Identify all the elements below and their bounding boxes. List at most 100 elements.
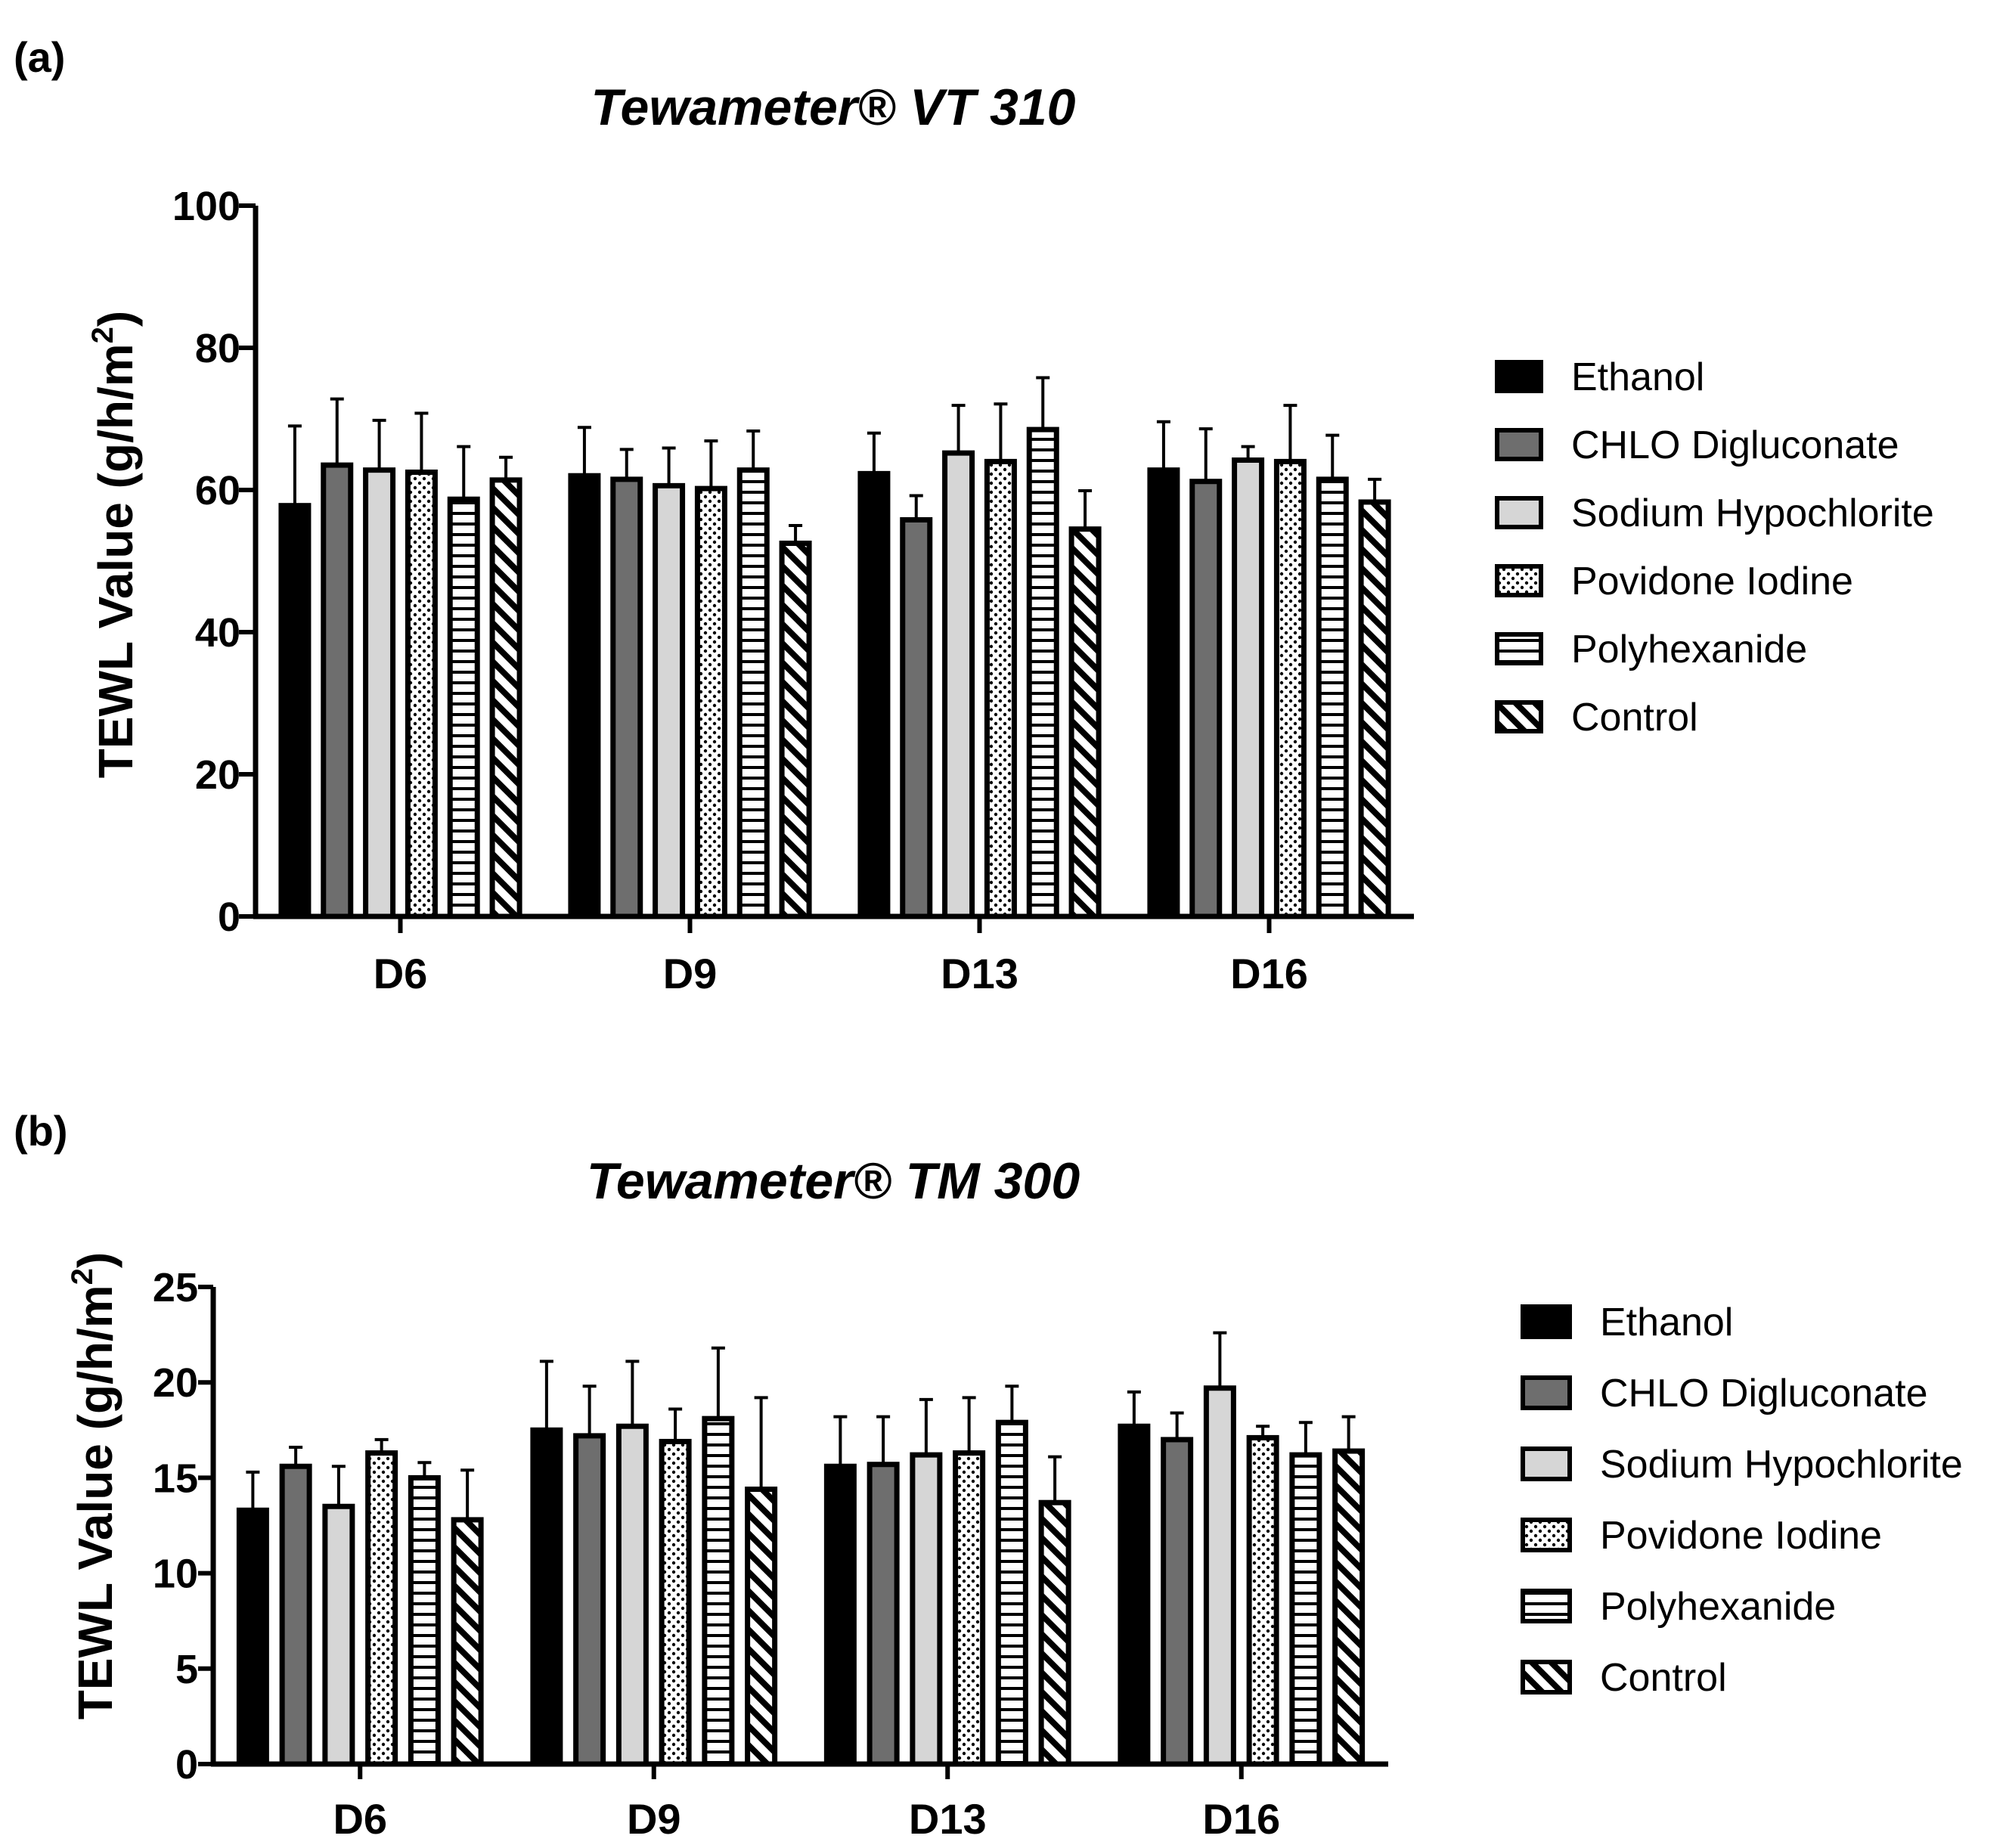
y-tick-label: 5 (175, 1647, 198, 1692)
bar-control-d16 (1332, 1448, 1366, 1767)
y-tick-label: 10 (153, 1552, 198, 1597)
x-categories: D6 D9 D13 D16 (333, 1764, 1280, 1843)
panel-b: (b) Tewameter® TM 300 TEWL Value (g/h/m2… (14, 1107, 1963, 1843)
bar-control-d9 (779, 541, 812, 919)
bar-control-d6 (489, 477, 522, 919)
bar-polyhexanide-d16 (1289, 1452, 1322, 1767)
bar-sodium-hypochlorite-d9 (615, 1423, 649, 1767)
legend-swatch (1521, 1660, 1572, 1695)
y-tick-label: 25 (153, 1265, 198, 1310)
x-category-label: D9 (663, 950, 718, 997)
bar-chlo-digluconate-d13 (867, 1462, 900, 1767)
legend-swatch (1521, 1589, 1572, 1623)
bar-polyhexanide-d6 (447, 496, 480, 919)
bar-povidone-iodine-d9 (694, 485, 727, 919)
bar-sodium-hypochlorite-d6 (322, 1503, 355, 1767)
y-axis-title: TEWL Value (g/h/m2) (86, 311, 143, 778)
legend-label: Control (1600, 1656, 1727, 1700)
bar-ethanol-d6 (236, 1507, 269, 1767)
legend: Ethanol CHLO Digluconate Sodium Hypochlori… (1495, 355, 1934, 740)
y-tick-label: 20 (153, 1360, 198, 1406)
bar-polyhexanide-d6 (408, 1474, 441, 1767)
x-category-label: D9 (627, 1795, 681, 1843)
bar-chlo-digluconate-d6 (321, 462, 354, 919)
bar-povidone-iodine-d6 (365, 1450, 398, 1767)
bar-povidone-iodine-d9 (659, 1438, 692, 1767)
legend-swatch (1521, 1375, 1572, 1410)
y-tick-label: 40 (195, 610, 240, 656)
bar-povidone-iodine-d13 (953, 1450, 986, 1767)
bar-ethanol-d16 (1118, 1423, 1151, 1767)
panel-label: (a) (14, 33, 65, 81)
legend-swatch (1521, 1518, 1572, 1552)
y-ticks: 0 5 10 15 20 25 (153, 1265, 213, 1788)
bars (278, 376, 1391, 919)
legend-label: Ethanol (1600, 1301, 1733, 1344)
bar-sodium-hypochlorite-d13 (942, 450, 975, 919)
bar-chlo-digluconate-d16 (1189, 479, 1223, 919)
legend-swatch (1495, 564, 1543, 597)
bar-polyhexanide-d9 (736, 467, 770, 919)
x-categories: D6 D9 D13 D16 (374, 916, 1308, 997)
bar-polyhexanide-d13 (995, 1419, 1028, 1767)
bar-chlo-digluconate-d16 (1161, 1437, 1194, 1767)
bar-chlo-digluconate-d9 (610, 476, 643, 919)
bar-control-d13 (1068, 526, 1102, 919)
bar-polyhexanide-d13 (1026, 426, 1059, 919)
y-tick-label: 80 (195, 326, 240, 371)
x-category-label: D16 (1202, 1795, 1280, 1843)
bar-ethanol-d9 (530, 1427, 563, 1767)
bar-ethanol-d16 (1147, 467, 1180, 919)
y-tick-label: 20 (195, 752, 240, 798)
legend: Ethanol CHLO Digluconate Sodium Hypochlori… (1521, 1301, 1963, 1700)
legend-swatch (1495, 428, 1543, 461)
y-tick-label: 0 (218, 895, 240, 940)
legend-swatch (1521, 1446, 1572, 1481)
y-tick-label: 100 (172, 184, 240, 229)
bar-control-d6 (451, 1517, 484, 1767)
x-category-label: D13 (909, 1795, 987, 1843)
bar-sodium-hypochlorite-d13 (910, 1452, 943, 1767)
bar-sodium-hypochlorite-d9 (653, 482, 686, 919)
y-tick-label: 15 (153, 1456, 198, 1501)
bar-control-d9 (745, 1487, 778, 1767)
y-tick-label: 60 (195, 468, 240, 513)
x-category-label: D16 (1230, 950, 1308, 997)
bar-control-d13 (1038, 1499, 1071, 1767)
legend-label: Control (1571, 696, 1698, 740)
bar-polyhexanide-d9 (702, 1415, 735, 1767)
bar-ethanol-d6 (278, 503, 312, 919)
bar-povidone-iodine-d13 (984, 458, 1017, 919)
bar-chlo-digluconate-d13 (900, 516, 933, 919)
panel-a: (a) Tewameter® VT 310 TEWL Value (g/h/m2… (14, 33, 1934, 997)
legend-label: Povidone Iodine (1571, 560, 1853, 603)
bar-chlo-digluconate-d6 (279, 1463, 312, 1767)
bar-povidone-iodine-d6 (405, 470, 438, 919)
legend-label: Povidone Iodine (1600, 1514, 1882, 1558)
axes (253, 206, 1414, 919)
bar-polyhexanide-d16 (1316, 476, 1349, 919)
bar-ethanol-d13 (857, 470, 891, 919)
bar-sodium-hypochlorite-d6 (363, 467, 396, 919)
bar-chlo-digluconate-d9 (573, 1433, 606, 1767)
bar-control-d16 (1358, 499, 1391, 919)
legend-swatch (1495, 360, 1543, 393)
x-category-label: D6 (374, 950, 428, 997)
legend-swatch (1495, 632, 1543, 665)
y-tick-label: 0 (175, 1742, 198, 1788)
legend-swatch (1495, 700, 1543, 733)
y-ticks: 0 20 40 60 80 100 (172, 184, 256, 940)
bar-povidone-iodine-d16 (1246, 1434, 1279, 1767)
legend-label: Polyhexanide (1600, 1585, 1836, 1629)
legend-swatch (1521, 1304, 1572, 1339)
bar-sodium-hypochlorite-d16 (1232, 457, 1265, 919)
chart-title: Tewameter® VT 310 (591, 79, 1076, 136)
bar-ethanol-d13 (823, 1463, 857, 1767)
bar-povidone-iodine-d16 (1273, 458, 1307, 919)
bars (236, 1331, 1366, 1767)
y-axis-title: TEWL Value (g/h/m2) (66, 1252, 122, 1719)
legend-label: Sodium Hypochlorite (1571, 491, 1934, 535)
chart-title: Tewameter® TM 300 (587, 1152, 1080, 1210)
bar-ethanol-d9 (568, 473, 601, 919)
panel-label: (b) (14, 1107, 68, 1155)
